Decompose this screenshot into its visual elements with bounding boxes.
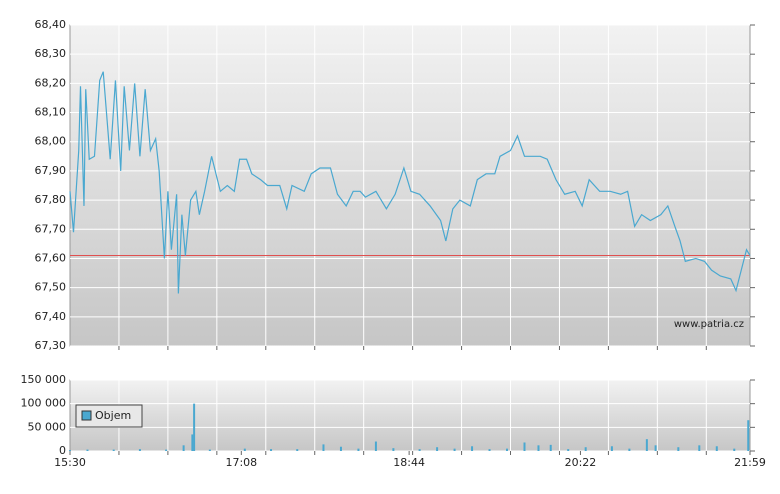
volume-bar: [549, 444, 552, 451]
volume-bar: [165, 449, 168, 451]
volume-bar: [138, 449, 141, 451]
x-tick-label: 15:30: [54, 456, 86, 469]
volume-bar: [471, 446, 474, 451]
volume-bar: [418, 449, 421, 451]
y-tick-label: 67,50: [35, 281, 67, 294]
volume-bar: [193, 403, 196, 451]
volume-bar: [610, 446, 613, 451]
y-tick-label: 50 000: [28, 420, 67, 433]
volume-bar: [86, 449, 89, 451]
y-tick-label: 68,40: [35, 18, 67, 31]
volume-bar: [270, 449, 273, 451]
volume-bar: [182, 445, 185, 451]
volume-bar: [537, 445, 540, 451]
y-tick-label: 68,20: [35, 76, 67, 89]
volume-bar: [357, 448, 360, 451]
legend-label: Objem: [95, 409, 131, 422]
volume-bar: [339, 446, 342, 451]
y-tick-label: 0: [59, 444, 66, 457]
volume-bar: [112, 449, 115, 451]
y-tick-label: 100 000: [21, 397, 67, 410]
volume-bar: [436, 447, 439, 451]
legend-swatch: [81, 410, 92, 421]
y-tick-label: 67,60: [35, 251, 67, 264]
volume-bar: [322, 444, 325, 451]
y-tick-label: 68,00: [35, 135, 67, 148]
watermark: www.patria.cz: [674, 319, 744, 330]
volume-bar: [567, 449, 570, 451]
x-tick-label: 21:59: [734, 456, 766, 469]
price-line: [69, 71, 751, 294]
volume-bar: [654, 445, 657, 451]
y-tick-label: 67,40: [35, 310, 67, 323]
y-tick-label: 67,70: [35, 222, 67, 235]
volume-bar: [747, 420, 750, 451]
volume-bar: [191, 434, 194, 451]
volume-bar: [715, 446, 718, 451]
volume-bar: [628, 448, 631, 451]
x-tick-label: 20:22: [565, 456, 597, 469]
volume-bar: [296, 449, 299, 451]
y-tick-label: 67,80: [35, 193, 67, 206]
y-tick-label: 68,10: [35, 106, 67, 119]
volume-bar: [523, 442, 526, 451]
volume-bar: [488, 449, 491, 451]
y-tick-label: 68,30: [35, 47, 67, 60]
volume-bar: [698, 445, 701, 451]
x-tick-label: 18:44: [393, 456, 425, 469]
volume-bar: [677, 447, 680, 451]
volume-bar: [208, 449, 211, 451]
volume-bar: [374, 441, 377, 451]
y-tick-label: 150 000: [21, 373, 67, 386]
plot-area: [69, 24, 751, 347]
volume-bar: [645, 439, 648, 451]
volume-bar: [733, 448, 736, 451]
x-tick-label: 17:08: [225, 456, 257, 469]
volume-bar: [69, 450, 71, 451]
volume-bar: [243, 448, 246, 451]
y-tick-label: 67,90: [35, 164, 67, 177]
volume-bar: [392, 448, 395, 451]
plot-area: [69, 379, 751, 452]
y-tick-label: 67,30: [35, 339, 67, 352]
volume-bar: [506, 448, 509, 451]
volume-bar: [584, 447, 587, 451]
volume-bar: [453, 448, 456, 451]
legend-box: [75, 404, 143, 428]
